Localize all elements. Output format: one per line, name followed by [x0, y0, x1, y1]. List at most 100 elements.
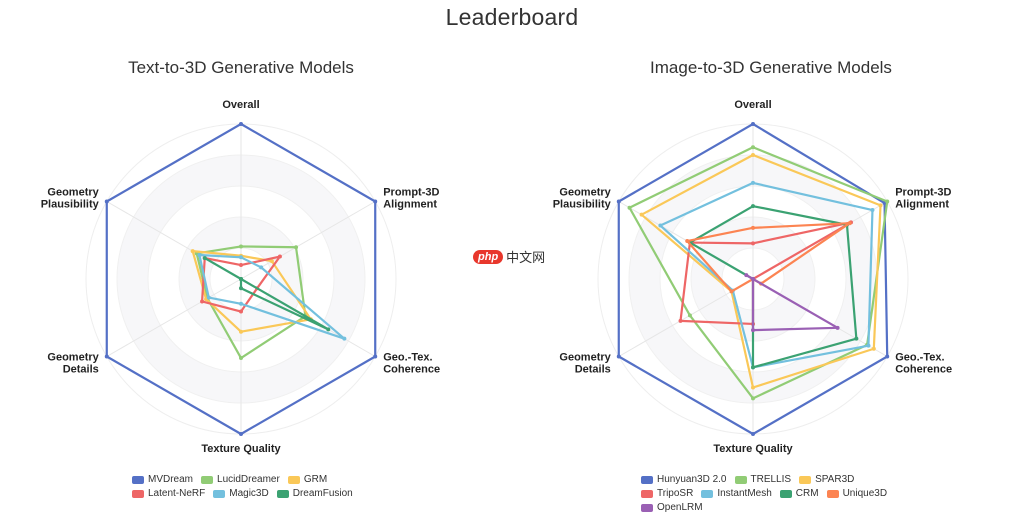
- legend-item[interactable]: Hunyuan3D 2.0: [641, 474, 727, 485]
- series-polygon[interactable]: [203, 256, 330, 331]
- series-point[interactable]: [239, 301, 243, 306]
- legend-item[interactable]: Unique3D: [826, 488, 887, 499]
- watermark: php 中文网: [473, 247, 545, 266]
- series-point[interactable]: [239, 277, 243, 281]
- legend-item[interactable]: InstantMesh: [701, 488, 772, 499]
- legend-swatch: [734, 475, 747, 484]
- series-point[interactable]: [678, 318, 683, 323]
- legend-item[interactable]: DreamFusion: [276, 488, 353, 499]
- series-openlrm[interactable]: [744, 273, 840, 333]
- series-point[interactable]: [326, 327, 331, 332]
- series-point[interactable]: [847, 221, 852, 226]
- legend-swatch: [641, 489, 653, 498]
- series-point[interactable]: [885, 199, 890, 204]
- series-point[interactable]: [866, 343, 871, 348]
- series-point[interactable]: [239, 244, 243, 249]
- series-point[interactable]: [751, 204, 755, 209]
- series-point[interactable]: [854, 336, 859, 341]
- axis-label-line: Prompt-3D: [383, 187, 439, 199]
- series-point[interactable]: [239, 122, 243, 126]
- legend-label: OpenLRM: [657, 502, 703, 513]
- series-point[interactable]: [627, 205, 632, 210]
- series-trellis[interactable]: [627, 145, 890, 401]
- series-point[interactable]: [870, 208, 875, 213]
- series-point[interactable]: [373, 354, 378, 359]
- series-point[interactable]: [294, 245, 299, 250]
- series-point[interactable]: [751, 328, 755, 333]
- legend-item[interactable]: SPAR3D: [799, 474, 854, 485]
- radar-chart-image-to-3d: Overall Prompt-3D Alignment Geo.-Tex. Cohere…: [553, 99, 952, 455]
- legend-swatch: [132, 475, 144, 484]
- axis-label-line: Details: [63, 364, 99, 376]
- watermark-badge: php: [473, 249, 504, 264]
- legend-item[interactable]: LucidDreamer: [201, 474, 280, 485]
- series-point[interactable]: [751, 432, 755, 436]
- series-point[interactable]: [269, 259, 274, 264]
- series-point[interactable]: [239, 255, 243, 260]
- series-mvdream[interactable]: [104, 122, 378, 436]
- legend-swatch: [276, 489, 289, 498]
- series-point[interactable]: [871, 346, 876, 351]
- series-point[interactable]: [239, 329, 243, 334]
- legend-item[interactable]: TripoSR: [641, 488, 693, 499]
- watermark-text: 中文网: [506, 250, 546, 265]
- series-point[interactable]: [277, 254, 282, 259]
- series-point[interactable]: [239, 309, 243, 314]
- series-point[interactable]: [104, 199, 109, 204]
- legend-swatch: [213, 489, 226, 498]
- legend-item[interactable]: MVDream: [132, 474, 193, 485]
- series-point[interactable]: [751, 396, 755, 401]
- axis-label: Texture Quality: [201, 443, 281, 455]
- series-point[interactable]: [197, 252, 202, 257]
- series-point[interactable]: [685, 239, 690, 244]
- series-point[interactable]: [751, 225, 755, 230]
- series-point[interactable]: [206, 295, 211, 300]
- series-point[interactable]: [639, 212, 644, 217]
- series-point[interactable]: [658, 223, 663, 228]
- series-point[interactable]: [878, 203, 883, 208]
- legend-label: InstantMesh: [717, 488, 772, 499]
- series-point[interactable]: [751, 153, 755, 157]
- series-point[interactable]: [239, 286, 243, 291]
- series-point[interactable]: [616, 199, 621, 204]
- series-point[interactable]: [744, 273, 749, 278]
- series-point[interactable]: [616, 354, 621, 359]
- series-point[interactable]: [751, 241, 755, 246]
- series-point[interactable]: [751, 365, 755, 370]
- series-point[interactable]: [729, 289, 734, 294]
- legend-item[interactable]: TRELLIS: [734, 474, 791, 485]
- axis-label-line: Geo.-Tex.: [383, 352, 432, 364]
- series-point[interactable]: [751, 277, 755, 281]
- legend-item[interactable]: CRM: [779, 488, 819, 499]
- legend-item[interactable]: Magic3D: [213, 488, 269, 499]
- series-magic3d[interactable]: [197, 252, 347, 341]
- axis-label-line: Alignment: [895, 199, 949, 211]
- series-point[interactable]: [202, 256, 207, 261]
- series-point[interactable]: [687, 313, 692, 318]
- series-point[interactable]: [190, 249, 195, 254]
- series-point[interactable]: [259, 265, 264, 270]
- legend-label: CRM: [795, 488, 819, 499]
- series-dreamfusion[interactable]: [202, 256, 331, 332]
- legend-item[interactable]: GRM: [287, 474, 327, 485]
- series-point[interactable]: [885, 354, 890, 359]
- legend-swatch: [641, 503, 653, 512]
- axis-label: Geometry Details: [47, 352, 99, 376]
- series-hunyuan3d-2-0[interactable]: [616, 122, 890, 436]
- series-point[interactable]: [751, 385, 755, 390]
- series-point[interactable]: [342, 336, 347, 341]
- series-point[interactable]: [200, 299, 205, 304]
- legend-image-to-3d: Hunyuan3D 2.0 TRELLIS SPAR3D TripoSR Instant…: [641, 474, 921, 513]
- series-point[interactable]: [373, 199, 378, 204]
- series-spar3d[interactable]: [639, 153, 883, 390]
- series-point[interactable]: [835, 325, 840, 330]
- series-point[interactable]: [751, 145, 755, 150]
- legend-item[interactable]: Latent-NeRF: [132, 488, 205, 499]
- series-point[interactable]: [239, 263, 243, 268]
- series-point[interactable]: [751, 180, 755, 185]
- series-point[interactable]: [239, 356, 243, 361]
- legend-item[interactable]: OpenLRM: [641, 502, 703, 513]
- series-point[interactable]: [239, 432, 243, 436]
- series-point[interactable]: [751, 122, 755, 126]
- series-point[interactable]: [104, 354, 109, 359]
